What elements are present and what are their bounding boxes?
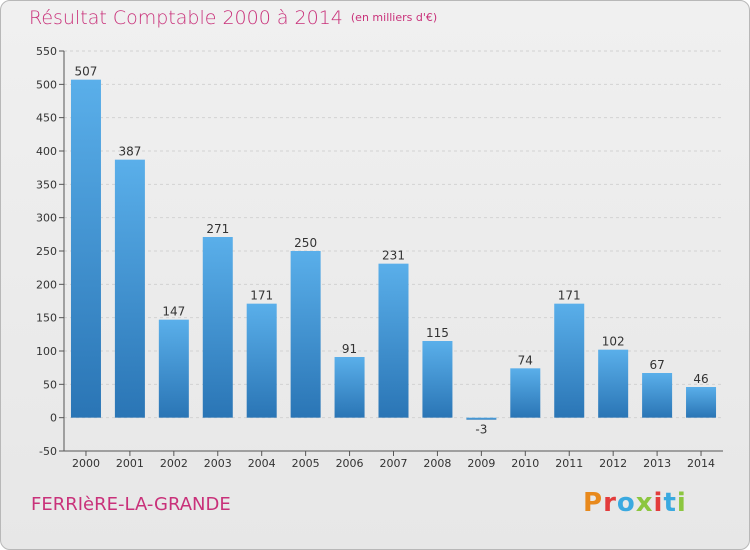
bar (158, 319, 189, 418)
bar (598, 349, 629, 418)
bar-value-label: 115 (426, 326, 449, 340)
y-tick-label: 150 (36, 312, 57, 325)
x-tick-label: 2000 (72, 457, 100, 470)
logo-letter: t (663, 488, 677, 518)
x-tick-label: 2002 (160, 457, 188, 470)
bar (642, 373, 673, 418)
bar-value-label: 171 (558, 289, 581, 303)
bar (334, 357, 365, 418)
bar-value-label: 250 (294, 236, 317, 250)
x-tick-label: 2010 (511, 457, 539, 470)
x-tick-label: 2001 (116, 457, 144, 470)
x-tick-label: 2014 (687, 457, 715, 470)
x-tick-label: 2009 (467, 457, 495, 470)
logo-letter: i (653, 488, 664, 518)
x-tick-label: 2013 (643, 457, 671, 470)
logo-letter: i (676, 488, 687, 518)
bar (202, 237, 233, 418)
bar (510, 368, 541, 418)
x-tick-label: 2007 (380, 457, 408, 470)
logo-letter: x (635, 488, 654, 518)
y-tick-label: 550 (36, 45, 57, 58)
bar (422, 341, 453, 418)
bar-value-label: 74 (518, 353, 533, 367)
bar (70, 79, 101, 418)
y-tick-label: -50 (39, 445, 57, 458)
y-tick-label: 100 (36, 345, 57, 358)
x-tick-label: 2008 (423, 457, 451, 470)
bar-value-label: 102 (602, 335, 625, 349)
y-tick-label: 450 (36, 112, 57, 125)
y-tick-label: 300 (36, 212, 57, 225)
chart-subtitle: (en milliers d'€) (350, 11, 438, 24)
bar-value-label: 507 (75, 65, 98, 79)
y-tick-label: 50 (43, 378, 57, 391)
bar-value-label: 271 (206, 222, 229, 236)
bar (466, 417, 497, 420)
y-tick-label: 200 (36, 278, 57, 291)
bar-value-label: 147 (162, 305, 185, 319)
x-tick-label: 2011 (555, 457, 583, 470)
bar-value-label: 46 (693, 372, 708, 386)
y-tick-label: 500 (36, 78, 57, 91)
bar-value-label: 91 (342, 342, 357, 356)
bar-value-label: -3 (475, 423, 487, 437)
bar (290, 251, 321, 418)
chart-title-row: Résultat Comptable 2000 à 2014 (en millie… (29, 7, 437, 29)
y-tick-label: 0 (50, 412, 57, 425)
bar (378, 263, 409, 418)
x-tick-label: 2005 (292, 457, 320, 470)
x-tick-label: 2012 (599, 457, 627, 470)
proxiti-logo: Proxiti (583, 488, 687, 518)
bar (554, 303, 585, 418)
bar (246, 303, 277, 418)
bar-value-label: 67 (649, 358, 664, 372)
x-tick-label: 2003 (204, 457, 232, 470)
x-tick-label: 2006 (336, 457, 364, 470)
bar (114, 159, 145, 418)
y-tick-label: 400 (36, 145, 57, 158)
y-tick-label: 250 (36, 245, 57, 258)
logo-letter: P (583, 488, 604, 518)
y-tick-label: 350 (36, 178, 57, 191)
bar-value-label: 231 (382, 249, 405, 263)
logo-letter: o (616, 488, 636, 518)
bar-value-label: 171 (250, 289, 273, 303)
logo-letter: r (603, 488, 617, 518)
bar (686, 387, 717, 418)
bar-value-label: 387 (118, 145, 141, 159)
commune-name: FERRIèRE-LA-GRANDE (31, 494, 231, 515)
chart-title: Résultat Comptable 2000 à 2014 (29, 7, 343, 29)
x-tick-label: 2004 (248, 457, 276, 470)
